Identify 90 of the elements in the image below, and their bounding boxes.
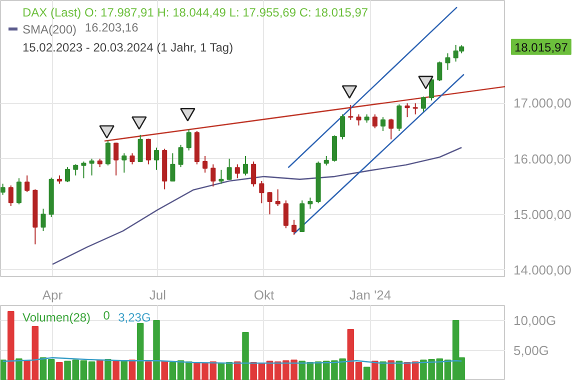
bar — [120, 360, 128, 380]
candlestick — [340, 114, 346, 140]
candlestick — [0, 183, 6, 196]
candlestick — [396, 104, 402, 132]
candlestick — [73, 164, 78, 176]
annotation: 15.02.2023 - 20.03.2024 (1 Jahr, 1 Tag) — [22, 40, 234, 54]
bar — [161, 360, 168, 380]
bar — [136, 323, 144, 380]
candlestick — [65, 166, 70, 183]
candlestick — [437, 61, 442, 82]
x-tick-label: Jan '24 — [350, 288, 392, 302]
annotation: 0 — [103, 308, 110, 322]
point — [132, 116, 147, 130]
bar — [104, 359, 112, 380]
y-tick-label: 5,00G — [514, 343, 549, 358]
candlestick — [429, 78, 434, 101]
candlestick — [348, 104, 354, 120]
candlestick — [234, 164, 240, 179]
series-label: Volumen(28) — [22, 310, 91, 324]
candlestick — [292, 219, 297, 236]
candlestick — [404, 102, 410, 118]
annotation: 16.203,16 — [84, 20, 139, 34]
candlestick — [89, 158, 94, 176]
bar — [145, 361, 152, 380]
bar — [8, 311, 14, 380]
bar — [96, 360, 104, 380]
x-tick-label: Apr — [42, 288, 64, 302]
bar — [128, 360, 136, 380]
candlestick — [122, 152, 127, 174]
bar — [372, 360, 378, 380]
candlestick — [226, 158, 232, 180]
bar — [242, 332, 249, 380]
bar — [153, 320, 160, 380]
candlestick — [202, 155, 208, 174]
candlestick — [154, 147, 160, 170]
candlestick — [8, 184, 14, 206]
y-tick-label: 15.000,00 — [514, 206, 572, 222]
y-tick-label: 10,00G — [514, 313, 556, 328]
candlestick — [251, 161, 256, 188]
bar — [234, 361, 241, 380]
candlestick — [130, 152, 135, 165]
annotation: 3,23G — [118, 310, 151, 324]
bar — [0, 360, 6, 380]
candlestick — [267, 192, 272, 215]
candlestick — [308, 197, 313, 210]
x-tick-label: Jul — [149, 288, 166, 302]
candlestick — [412, 102, 418, 115]
legend-label: SMA(200) — [22, 22, 77, 36]
candlestick — [138, 134, 143, 163]
candlestick — [372, 114, 378, 129]
annotation: DAX (Last) O: 17.987,91 H: 18.044,49 L: 17.955,69 C: 18.015,97 — [22, 6, 368, 20]
candlestick — [186, 128, 192, 151]
point — [342, 85, 358, 99]
candlestick — [324, 155, 329, 166]
candlestick — [242, 155, 248, 176]
candlestick — [283, 200, 288, 229]
bar — [380, 361, 386, 380]
candlestick — [218, 169, 224, 184]
bar — [363, 366, 370, 380]
candlestick — [40, 208, 46, 232]
candlestick — [259, 180, 264, 204]
point — [418, 76, 434, 90]
x-tick-label: Okt — [254, 288, 274, 302]
candlestick — [114, 142, 119, 176]
text: 18.015,97 — [514, 40, 568, 54]
candlestick — [275, 188, 280, 206]
y-tick-label: 16.000,00 — [514, 151, 572, 166]
candlestick — [16, 178, 22, 205]
candlestick — [81, 161, 86, 179]
line-series — [52, 146, 462, 265]
point — [99, 125, 114, 139]
candlestick — [146, 138, 151, 165]
candlestick — [105, 140, 110, 166]
candlestick — [178, 144, 184, 168]
bar — [112, 360, 120, 380]
candlestick — [24, 174, 30, 193]
candlestick — [380, 116, 386, 132]
candlestick — [420, 96, 426, 112]
candlestick — [170, 152, 176, 182]
y-tick-label: 14.000,00 — [514, 262, 572, 278]
bar — [16, 358, 22, 380]
candlestick — [332, 134, 337, 162]
candlestick — [356, 114, 362, 126]
bar — [56, 362, 63, 380]
y-tick-label: 17.000,00 — [514, 96, 572, 111]
candlestick — [388, 118, 394, 140]
candlestick — [445, 52, 450, 70]
point — [180, 108, 196, 122]
bar — [388, 360, 394, 380]
candlestick — [210, 164, 216, 188]
